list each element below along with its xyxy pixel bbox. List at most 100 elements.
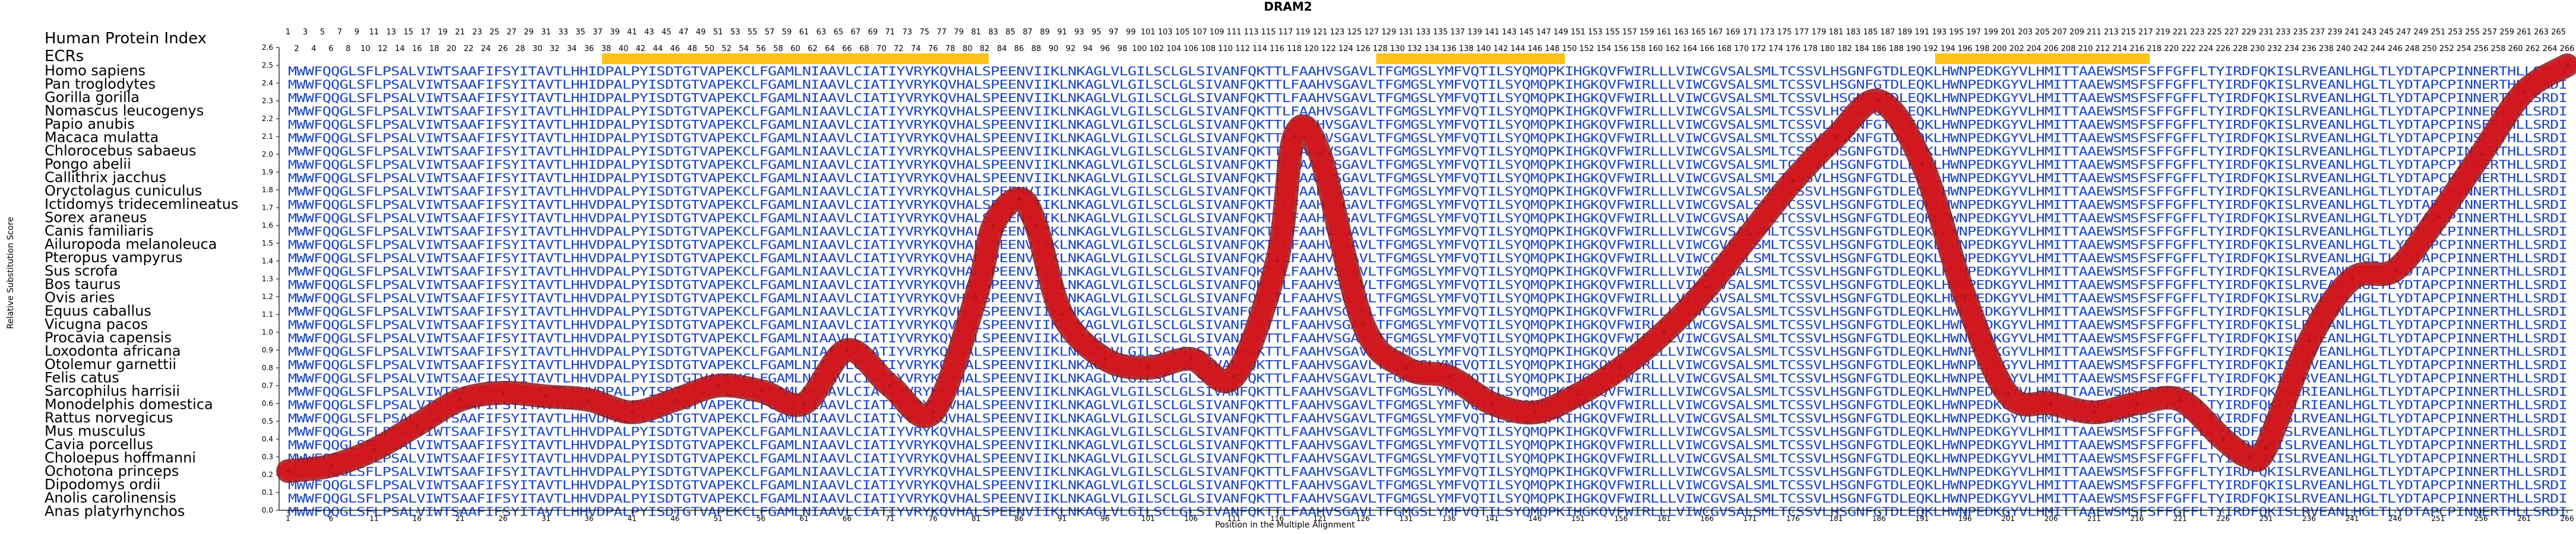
y-tick-label: 2.4 — [262, 79, 273, 87]
protein-index-label: 66 — [842, 44, 852, 53]
protein-index-label: 182 — [1837, 44, 1852, 53]
protein-index-label: 226 — [2216, 44, 2230, 53]
x-tick-label: 26 — [498, 514, 507, 523]
protein-index-label: 207 — [2052, 28, 2067, 37]
protein-index-label: 124 — [1338, 44, 1353, 53]
protein-index-label: 184 — [1855, 44, 1869, 53]
protein-index-label: 229 — [2242, 28, 2257, 37]
y-tick-label: 2.5 — [262, 61, 273, 69]
series-point — [716, 384, 720, 387]
x-tick-label: 231 — [2259, 514, 2273, 523]
protein-index-label: 236 — [2302, 44, 2316, 53]
series-point — [630, 411, 634, 414]
protein-index-label: 175 — [1777, 28, 1792, 37]
y-tick-label: 0.3 — [262, 453, 273, 461]
protein-index-label: 127 — [1364, 28, 1379, 37]
species-label: Choloepus hoffmanni — [45, 450, 196, 466]
sequence-row: MWWFQQGLSFLPSALVIWTSAAFIFSYITAVTLHHVDPAL… — [288, 304, 2567, 319]
series-point — [802, 402, 806, 405]
series-point — [2247, 455, 2251, 459]
protein-index-label: 151 — [1571, 28, 1586, 37]
protein-index-label: 239 — [2328, 28, 2343, 37]
x-tick-label: 201 — [2001, 514, 2015, 523]
sequence-row: MWWFQQGLSFLPSALVIWTSAAFIFSYITAVTLHHVDPAL… — [288, 238, 2567, 252]
protein-index-label: 234 — [2284, 44, 2299, 53]
protein-index-label: 138 — [1459, 44, 1474, 53]
protein-index-label: 26 — [498, 44, 508, 53]
protein-index-label: 67 — [851, 28, 861, 37]
protein-index-label: 75 — [919, 28, 929, 37]
series-point — [2221, 437, 2225, 441]
protein-index-label: 121 — [1313, 28, 1328, 37]
protein-index-label: 171 — [1743, 28, 1758, 37]
x-tick-label: 196 — [1958, 514, 1972, 523]
protein-index-label: 37 — [593, 28, 603, 37]
sequence-row: MWWFQQGLSFLPSALVIWTSAAFIFSYITAVTLHHVDPAL… — [288, 465, 2567, 479]
protein-index-label: 148 — [1545, 44, 1560, 53]
protein-index-label: 83 — [988, 28, 998, 37]
species-label: Canis familiaris — [45, 223, 154, 239]
protein-index-label: 195 — [1949, 28, 1964, 37]
protein-index-label: 32 — [550, 44, 560, 53]
protein-index-label: 94 — [1083, 44, 1093, 53]
species-label: Gorilla gorilla — [45, 89, 140, 106]
series-point — [2307, 339, 2311, 343]
sequence-row: MWWFQQGLSFLPSALVIWTSAAFIFSYITAVTLHHVDPAL… — [288, 478, 2567, 492]
protein-index-label: 253 — [2448, 28, 2463, 37]
y-tick-label: 0.9 — [262, 346, 273, 354]
protein-index-label: 172 — [1751, 44, 1766, 53]
protein-index-label: 222 — [2181, 44, 2196, 53]
series-point — [845, 348, 849, 352]
protein-index-row: 1 3 5 7 9 11 13 15 17 19 21 23 25 27 29 31 33 35 37 39 41 43 4… — [286, 28, 2575, 53]
protein-index-label: 115 — [1261, 28, 1276, 37]
species-label: Otolemur garnettii — [45, 356, 176, 373]
series-point — [1447, 375, 1451, 379]
series-point — [415, 423, 419, 427]
sequence-row: MWWFQQGLSFLPSALVIWTSAAFIFSYITAVTLHHVDPAL… — [288, 384, 2567, 399]
y-tick-label: 0.5 — [262, 417, 273, 425]
x-tick-label: 71 — [885, 514, 894, 523]
series-point — [1034, 224, 1039, 227]
protein-index-label: 40 — [619, 44, 629, 53]
protein-index-label: 244 — [2371, 44, 2385, 53]
ecr-bar — [1376, 53, 1565, 64]
y-tick-label: 0.2 — [262, 471, 273, 479]
species-label: Sorex araneus — [45, 209, 147, 226]
series-point — [2479, 152, 2483, 156]
protein-index-label: 47 — [679, 28, 689, 37]
x-tick-label: 116 — [1270, 514, 1284, 523]
x-tick-label: 51 — [714, 514, 723, 523]
sequence-row: MWWFQQGLSFLPSALVIWTSAAFIFSYITAVTLHHIDPAL… — [288, 144, 2567, 158]
x-tick-label: 101 — [1141, 514, 1155, 523]
species-label: Pan troglodytes — [45, 76, 156, 93]
sequence-row: MWWFQQGLSFLPSALVIWTSAAFIFSYITAVTLHHVDPAL… — [288, 185, 2567, 199]
x-tick-label: 66 — [843, 514, 852, 523]
protein-index-label: 24 — [481, 44, 491, 53]
protein-index-label: 218 — [2147, 44, 2162, 53]
x-tick-label: 251 — [2431, 514, 2445, 523]
series-point — [991, 224, 995, 227]
x-tick-label: 41 — [628, 514, 637, 523]
species-label: Papio anubis — [45, 116, 135, 132]
protein-index-label: 41 — [627, 28, 637, 37]
ecr-bar — [1935, 53, 2150, 64]
protein-index-label: 62 — [808, 44, 818, 53]
protein-index-label: 50 — [704, 44, 714, 53]
protein-index-label: 201 — [2001, 28, 2015, 37]
protein-index-label: 36 — [584, 44, 594, 53]
protein-index-label: 100 — [1132, 44, 1147, 53]
x-tick-label: 216 — [2130, 514, 2144, 523]
protein-index-label: 160 — [1648, 44, 1663, 53]
header-row-label: Human Protein Index — [45, 30, 207, 47]
protein-index-label: 88 — [1031, 44, 1042, 53]
protein-index-label: 145 — [1519, 28, 1534, 37]
x-tick-label: 261 — [2517, 514, 2531, 523]
protein-index-label: 260 — [2508, 44, 2523, 53]
protein-index-label: 240 — [2336, 44, 2351, 53]
species-label: Bos taurus — [45, 276, 121, 293]
protein-index-label: 56 — [756, 44, 766, 53]
y-tick-label: 0.0 — [262, 506, 273, 514]
series-point — [2006, 393, 2010, 396]
protein-index-label: 7 — [337, 28, 342, 37]
protein-index-label: 111 — [1227, 28, 1242, 37]
